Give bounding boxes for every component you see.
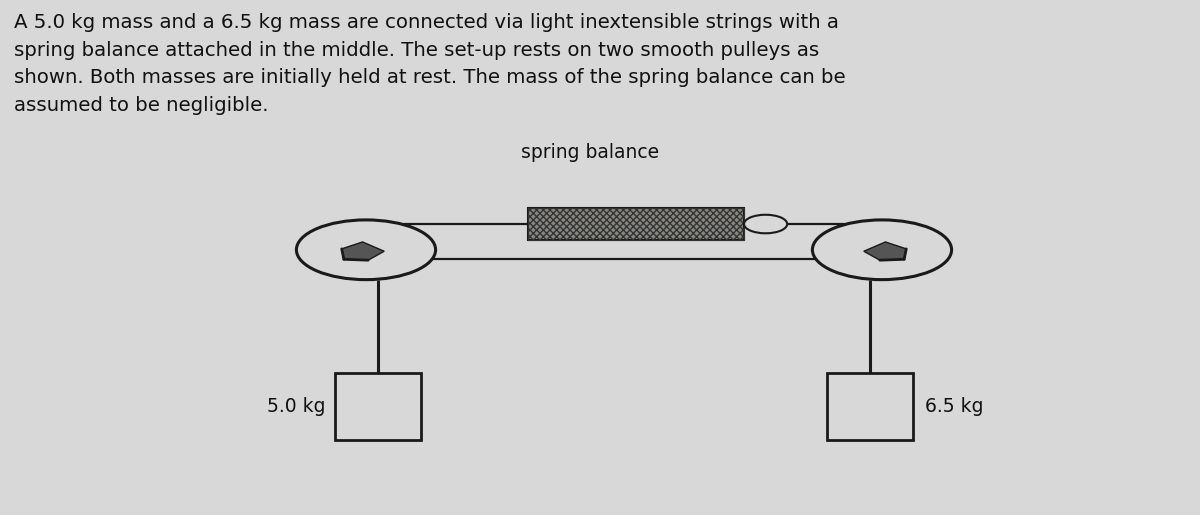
Polygon shape <box>864 242 906 260</box>
Text: 5.0 kg: 5.0 kg <box>266 398 325 416</box>
Text: 6.5 kg: 6.5 kg <box>925 398 984 416</box>
Polygon shape <box>342 242 384 260</box>
Text: spring balance: spring balance <box>521 143 660 162</box>
FancyBboxPatch shape <box>528 208 744 240</box>
FancyBboxPatch shape <box>827 373 913 440</box>
FancyBboxPatch shape <box>335 373 421 440</box>
Text: A 5.0 kg mass and a 6.5 kg mass are connected via light inextensible strings wit: A 5.0 kg mass and a 6.5 kg mass are conn… <box>14 13 846 115</box>
Circle shape <box>744 215 787 233</box>
Circle shape <box>296 220 436 280</box>
Circle shape <box>812 220 952 280</box>
